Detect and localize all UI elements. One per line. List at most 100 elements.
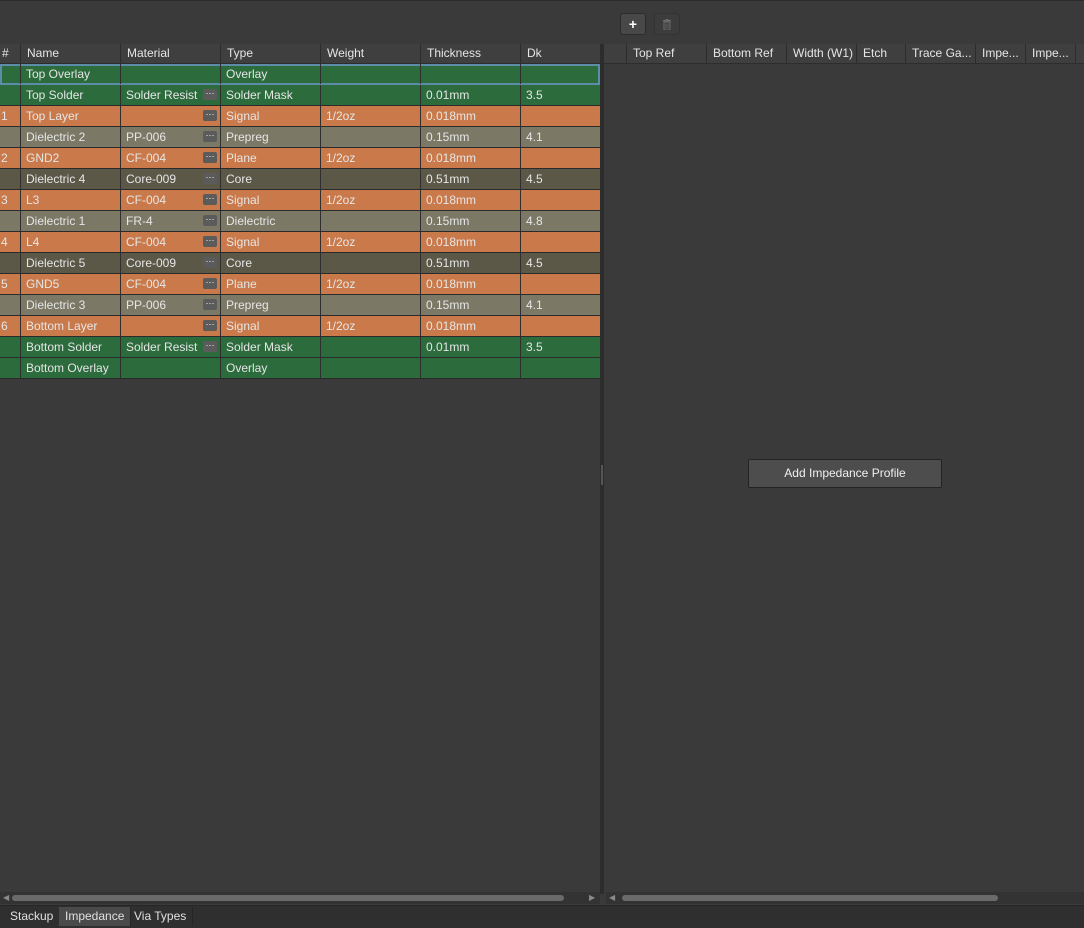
table-row[interactable]: 1 Top Layer ··· Signal 1/2oz 0.018mm bbox=[0, 106, 600, 127]
col-header-etch[interactable]: Etch bbox=[856, 44, 905, 63]
layer-dk[interactable]: 4.1 bbox=[520, 295, 600, 315]
layer-weight[interactable] bbox=[320, 337, 420, 357]
layer-thickness[interactable]: 0.51mm bbox=[420, 253, 520, 273]
material-picker-icon[interactable]: ··· bbox=[203, 341, 217, 352]
layer-material[interactable]: CF-004 ··· bbox=[120, 274, 220, 294]
col-header-type[interactable]: Type bbox=[220, 44, 320, 63]
layer-thickness[interactable]: 0.01mm bbox=[420, 337, 520, 357]
layer-weight[interactable] bbox=[320, 64, 420, 84]
layer-dk[interactable] bbox=[520, 232, 600, 252]
col-header-dk[interactable]: Dk bbox=[520, 44, 600, 63]
layer-weight[interactable]: 1/2oz bbox=[320, 190, 420, 210]
layer-weight[interactable] bbox=[320, 211, 420, 231]
col-header-width[interactable]: Width (W1) bbox=[786, 44, 856, 63]
material-picker-icon[interactable]: ··· bbox=[203, 257, 217, 268]
layer-type[interactable]: Prepreg bbox=[220, 127, 320, 147]
col-header-bottom-ref[interactable]: Bottom Ref bbox=[706, 44, 786, 63]
layer-dk[interactable]: 3.5 bbox=[520, 85, 600, 105]
layer-dk[interactable] bbox=[520, 106, 600, 126]
layer-number[interactable]: 3 bbox=[0, 190, 20, 210]
layer-type[interactable]: Plane bbox=[220, 148, 320, 168]
layer-number[interactable]: 4 bbox=[0, 232, 20, 252]
stackup-hscrollbar[interactable]: ◀ ▶ bbox=[0, 892, 600, 904]
layer-name[interactable]: GND2 bbox=[20, 148, 120, 168]
layer-type[interactable]: Dielectric bbox=[220, 211, 320, 231]
layer-type[interactable]: Solder Mask bbox=[220, 337, 320, 357]
add-layer-button[interactable]: + bbox=[620, 13, 646, 35]
layer-weight[interactable]: 1/2oz bbox=[320, 232, 420, 252]
layer-thickness[interactable]: 0.018mm bbox=[420, 106, 520, 126]
layer-type[interactable]: Overlay bbox=[220, 64, 320, 84]
layer-material[interactable]: PP-006 ··· bbox=[120, 127, 220, 147]
layer-number[interactable]: 1 bbox=[0, 106, 20, 126]
layer-dk[interactable]: 4.5 bbox=[520, 253, 600, 273]
layer-weight[interactable]: 1/2oz bbox=[320, 148, 420, 168]
layer-name[interactable]: Bottom Solder bbox=[20, 337, 120, 357]
layer-dk[interactable]: 3.5 bbox=[520, 337, 600, 357]
add-impedance-profile-button[interactable]: Add Impedance Profile bbox=[748, 459, 942, 488]
layer-material[interactable]: ··· bbox=[120, 106, 220, 126]
material-picker-icon[interactable]: ··· bbox=[203, 299, 217, 310]
layer-number[interactable] bbox=[0, 295, 20, 315]
layer-number[interactable] bbox=[0, 211, 20, 231]
layer-name[interactable]: Top Overlay bbox=[20, 64, 120, 84]
layer-thickness[interactable]: 0.018mm bbox=[420, 148, 520, 168]
layer-type[interactable]: Prepreg bbox=[220, 295, 320, 315]
table-row[interactable]: 5 GND5 CF-004 ··· Plane 1/2oz 0.018mm bbox=[0, 274, 600, 295]
col-header-impedance-2[interactable]: Impe... bbox=[1025, 44, 1075, 63]
table-row[interactable]: Dielectric 5 Core-009 ··· Core 0.51mm 4.5 bbox=[0, 253, 600, 274]
layer-dk[interactable]: 4.8 bbox=[520, 211, 600, 231]
layer-material[interactable] bbox=[120, 358, 220, 378]
material-picker-icon[interactable]: ··· bbox=[203, 320, 217, 331]
layer-material[interactable]: FR-4 ··· bbox=[120, 211, 220, 231]
layer-material[interactable]: Core-009 ··· bbox=[120, 253, 220, 273]
layer-name[interactable]: Dielectric 2 bbox=[20, 127, 120, 147]
material-picker-icon[interactable]: ··· bbox=[203, 236, 217, 247]
layer-dk[interactable] bbox=[520, 148, 600, 168]
table-row[interactable]: Dielectric 4 Core-009 ··· Core 0.51mm 4.5 bbox=[0, 169, 600, 190]
layer-thickness[interactable]: 0.018mm bbox=[420, 232, 520, 252]
layer-name[interactable]: Dielectric 3 bbox=[20, 295, 120, 315]
layer-number[interactable] bbox=[0, 253, 20, 273]
layer-material[interactable]: CF-004 ··· bbox=[120, 148, 220, 168]
material-picker-icon[interactable]: ··· bbox=[203, 278, 217, 289]
layer-dk[interactable]: 4.1 bbox=[520, 127, 600, 147]
table-row[interactable]: Dielectric 3 PP-006 ··· Prepreg 0.15mm 4.1 bbox=[0, 295, 600, 316]
layer-thickness[interactable] bbox=[420, 64, 520, 84]
layer-number[interactable] bbox=[0, 85, 20, 105]
scroll-left-icon[interactable]: ◀ bbox=[3, 893, 10, 902]
layer-material[interactable]: Solder Resist ··· bbox=[120, 337, 220, 357]
layer-thickness[interactable]: 0.51mm bbox=[420, 169, 520, 189]
layer-dk[interactable] bbox=[520, 274, 600, 294]
layer-number[interactable]: 2 bbox=[0, 148, 20, 168]
layer-type[interactable]: Signal bbox=[220, 106, 320, 126]
delete-layer-button[interactable] bbox=[654, 13, 680, 35]
stackup-scroll-thumb[interactable] bbox=[12, 895, 564, 901]
layer-thickness[interactable]: 0.018mm bbox=[420, 190, 520, 210]
layer-weight[interactable] bbox=[320, 295, 420, 315]
layer-thickness[interactable] bbox=[420, 358, 520, 378]
layer-number[interactable] bbox=[0, 337, 20, 357]
layer-name[interactable]: Dielectric 4 bbox=[20, 169, 120, 189]
col-header-top-ref[interactable]: Top Ref bbox=[626, 44, 706, 63]
layer-weight[interactable]: 1/2oz bbox=[320, 274, 420, 294]
table-row[interactable]: 3 L3 CF-004 ··· Signal 1/2oz 0.018mm bbox=[0, 190, 600, 211]
layer-thickness[interactable]: 0.01mm bbox=[420, 85, 520, 105]
layer-dk[interactable] bbox=[520, 190, 600, 210]
layer-name[interactable]: Top Layer bbox=[20, 106, 120, 126]
table-row[interactable]: Dielectric 1 FR-4 ··· Dielectric 0.15mm 4.8 bbox=[0, 211, 600, 232]
layer-weight[interactable] bbox=[320, 253, 420, 273]
layer-material[interactable]: ··· bbox=[120, 316, 220, 336]
layer-thickness[interactable]: 0.15mm bbox=[420, 295, 520, 315]
material-picker-icon[interactable]: ··· bbox=[203, 194, 217, 205]
layer-dk[interactable] bbox=[520, 316, 600, 336]
table-row[interactable]: 4 L4 CF-004 ··· Signal 1/2oz 0.018mm bbox=[0, 232, 600, 253]
tab-stackup[interactable]: Stackup bbox=[4, 907, 61, 926]
impedance-hscrollbar[interactable]: ◀ bbox=[606, 892, 1084, 904]
layer-thickness[interactable]: 0.15mm bbox=[420, 211, 520, 231]
layer-name[interactable]: L4 bbox=[20, 232, 120, 252]
layer-name[interactable]: Dielectric 5 bbox=[20, 253, 120, 273]
layer-weight[interactable] bbox=[320, 358, 420, 378]
material-picker-icon[interactable]: ··· bbox=[203, 173, 217, 184]
layer-weight[interactable]: 1/2oz bbox=[320, 316, 420, 336]
